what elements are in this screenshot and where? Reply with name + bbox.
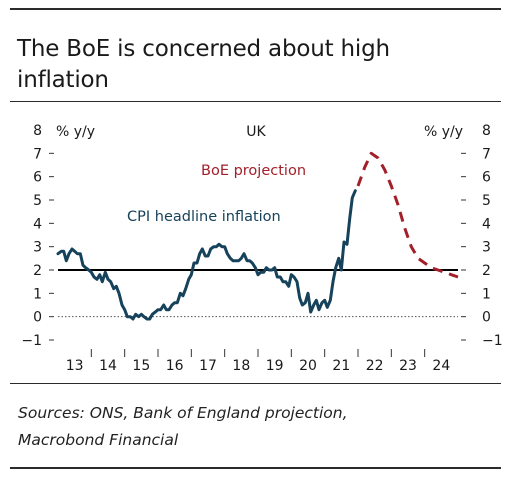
- x-tick-label: 19: [266, 358, 284, 374]
- y-tick-label-right: 6: [482, 170, 491, 186]
- right-axis-unit-label: % y/y: [424, 124, 463, 140]
- series-lines: [56, 151, 459, 321]
- y-tick-label-right: 4: [482, 216, 491, 232]
- y-tick-label-left: 7: [33, 146, 42, 162]
- y-tick-label-right: 3: [482, 240, 491, 256]
- source-rule: [10, 383, 501, 384]
- y-tick-label-right: 0: [482, 310, 491, 326]
- x-tick-label: 20: [299, 358, 317, 374]
- x-tick-label: 24: [432, 358, 450, 374]
- bottom-rule: [10, 467, 501, 469]
- top-rule: [10, 8, 501, 10]
- x-tick-label: 14: [99, 358, 117, 374]
- y-tick-label-right: 2: [482, 263, 491, 279]
- x-tick-label: 13: [66, 358, 84, 374]
- y-tick-label-left: 4: [33, 216, 42, 232]
- source-line-2: Macrobond Financial: [18, 431, 179, 449]
- y-tick-label-left: 1: [33, 286, 42, 302]
- chart-title: The BoE is concerned about high inflatio…: [17, 36, 390, 93]
- cpi-inflation-label: CPI headline inflation: [127, 209, 281, 225]
- y-tick-label-left: 6: [33, 170, 42, 186]
- x-tick-label: 18: [232, 358, 250, 374]
- region-label: UK: [246, 124, 266, 140]
- x-tick-label: 15: [132, 358, 150, 374]
- y-tick-label-right: 8: [482, 123, 491, 139]
- y-tick-label-left: 3: [33, 240, 42, 256]
- cpi-inflation-line: [56, 189, 357, 321]
- x-tick-label: 23: [399, 358, 417, 374]
- y-tick-label-left: 5: [33, 193, 42, 209]
- y-tick-label-left: 2: [33, 263, 42, 279]
- boe-projection-label: BoE projection: [201, 163, 306, 179]
- left-y-axis: −1 0 1 2 3 4 5 6 7 8: [21, 123, 54, 349]
- title-rule: [10, 101, 501, 102]
- y-tick-label-right: 7: [482, 146, 491, 162]
- source-line-1: Sources: ONS, Bank of England projection…: [18, 404, 348, 422]
- x-tick-label: 16: [166, 358, 184, 374]
- x-tick-label: 17: [199, 358, 217, 374]
- x-tick-label: 22: [366, 358, 384, 374]
- y-tick-label-left: −1: [21, 333, 42, 349]
- x-axis: 13 14 15 16 17 18 19 20 21 22 23 24: [66, 349, 450, 374]
- x-tick-label: 21: [332, 358, 350, 374]
- y-tick-label-right: 1: [482, 286, 491, 302]
- y-tick-label-right: 5: [482, 193, 491, 209]
- right-y-axis: −1 0 1 2 3 4 5 6 7 8: [461, 123, 503, 349]
- y-tick-label-right: −1: [482, 333, 503, 349]
- reference-lines: [58, 269, 458, 318]
- source-note: Sources: ONS, Bank of England projection…: [18, 400, 488, 454]
- left-axis-unit-label: % y/y: [56, 124, 95, 140]
- boe-projection-line: [356, 151, 459, 279]
- y-tick-label-left: 8: [33, 123, 42, 139]
- y-tick-label-left: 0: [33, 310, 42, 326]
